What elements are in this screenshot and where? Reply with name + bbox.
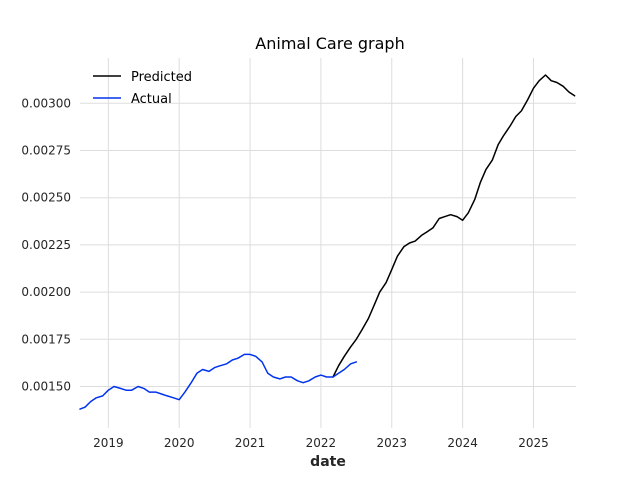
- y-tick-label: 0.00300: [21, 96, 71, 110]
- legend: Predicted Actual: [93, 70, 192, 107]
- x-tick-label: 2023: [376, 436, 407, 450]
- grid: [80, 58, 576, 428]
- y-tick-label: 0.00200: [21, 285, 71, 299]
- y-tick-label: 0.00175: [21, 332, 71, 346]
- x-axis-label: date: [310, 454, 346, 470]
- tick-labels: 2019 2020 2021 2022 2023 2024 2025 0.00150 0.001…: [21, 96, 548, 450]
- series-line-predicted: [332, 74, 576, 378]
- x-tick-label: 2021: [235, 436, 266, 450]
- x-tick-label: 2020: [164, 436, 195, 450]
- y-tick-label: 0.00150: [21, 379, 71, 393]
- x-tick-label: 2024: [447, 436, 478, 450]
- legend-label-predicted: Predicted: [131, 70, 192, 85]
- legend-label-actual: Actual: [131, 92, 172, 107]
- y-tick-label: 0.00225: [21, 238, 71, 252]
- y-tick-label: 0.00275: [21, 144, 71, 158]
- x-tick-label: 2025: [518, 436, 549, 450]
- series-line-actual: [79, 353, 358, 410]
- chart-title: Animal Care graph: [255, 34, 404, 53]
- y-tick-label: 0.00250: [21, 191, 71, 205]
- x-tick-label: 2022: [306, 436, 337, 450]
- x-tick-label: 2019: [93, 436, 124, 450]
- series-lines: [79, 74, 576, 410]
